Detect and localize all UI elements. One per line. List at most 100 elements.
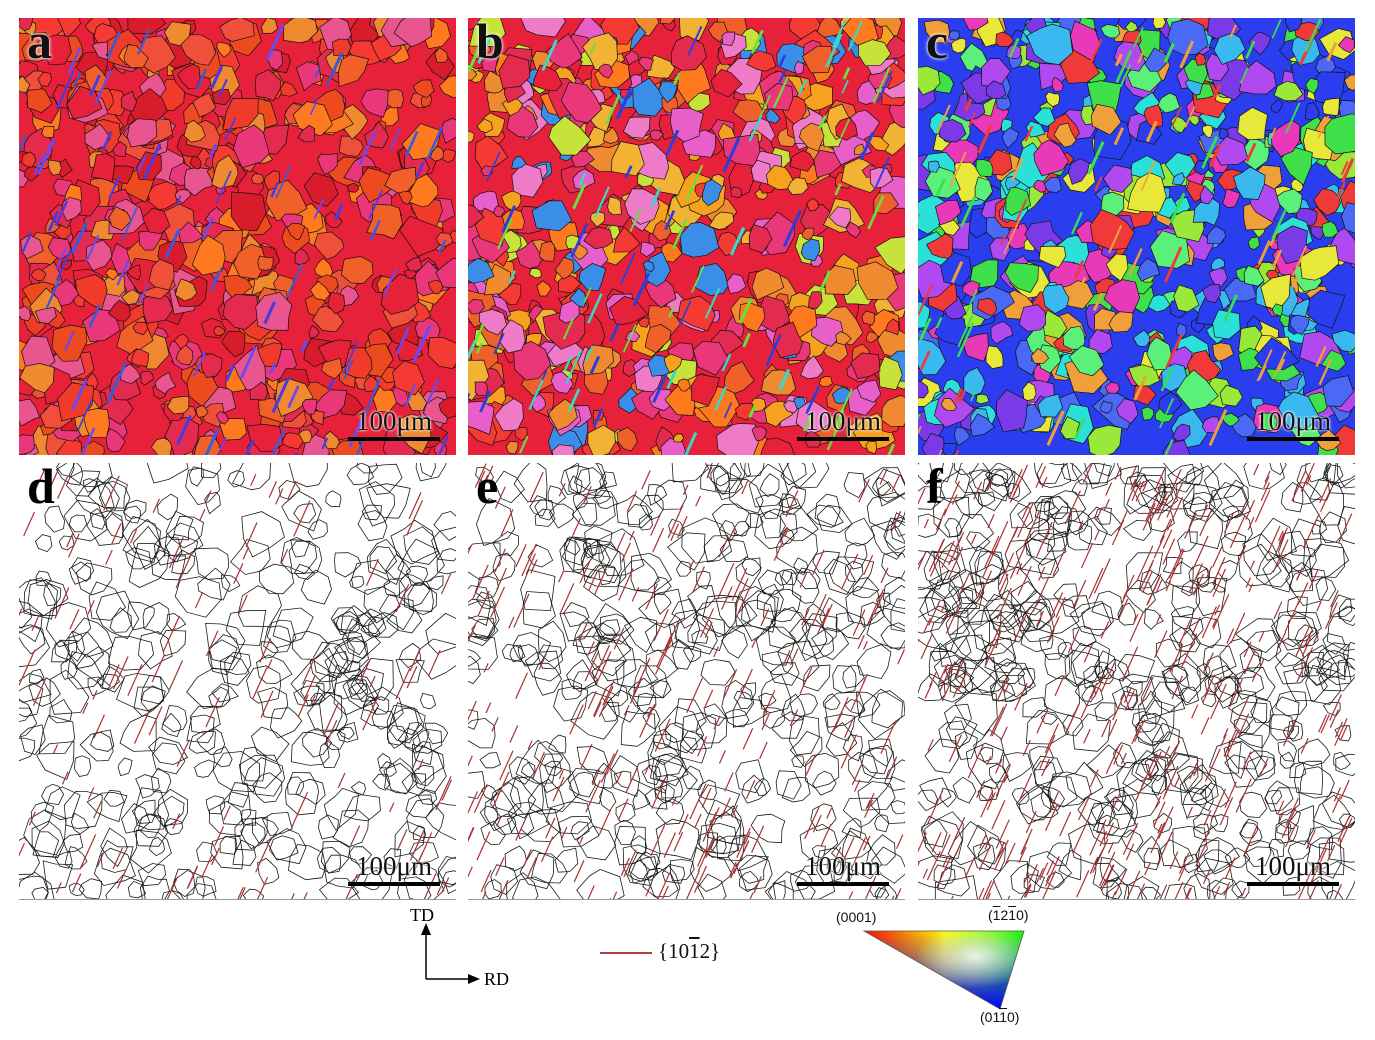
- ipf-grain: [499, 319, 526, 354]
- ipf-grain: [246, 424, 284, 453]
- twin-boundary: [1304, 630, 1313, 646]
- twin-boundary: [1122, 822, 1139, 856]
- grain-boundary: [412, 743, 445, 785]
- ipf-grain: [816, 18, 844, 38]
- grain-boundary: [1015, 538, 1056, 576]
- grain-boundary: [769, 662, 800, 686]
- twin-boundary: [701, 787, 712, 808]
- grain-boundary: [826, 858, 842, 874]
- twin-boundary: [939, 834, 951, 859]
- grain-boundary: [1207, 879, 1229, 900]
- twin-boundary: [613, 627, 625, 650]
- ipf-grain: [191, 234, 226, 276]
- grain-boundary: [151, 549, 187, 581]
- grain-boundary: [281, 490, 322, 532]
- twin-boundary: [560, 826, 568, 840]
- grain-boundary: [958, 601, 985, 625]
- twin-boundary: [995, 819, 1010, 849]
- twin-boundary: [1039, 734, 1056, 769]
- grain-boundary: [1137, 699, 1175, 743]
- grain-boundary: [1092, 796, 1138, 838]
- ipf-twin-lamella: [615, 87, 633, 120]
- twin-boundary: [688, 559, 695, 571]
- grain-boundary: [1123, 474, 1159, 515]
- grain-boundary: [1113, 742, 1137, 769]
- grain-boundary: [266, 619, 297, 649]
- twin-boundary: [957, 571, 971, 600]
- grain-boundary: [290, 539, 311, 558]
- twin-boundary: [1135, 493, 1141, 502]
- twin-boundary: [593, 568, 607, 596]
- ipf-grain: [211, 154, 239, 189]
- grain-boundary: [330, 607, 361, 631]
- grain-boundary: [219, 835, 238, 855]
- twin-boundary: [473, 784, 488, 814]
- grain-boundary: [468, 633, 498, 670]
- grain-boundary: [884, 759, 905, 791]
- grain-boundary: [567, 768, 607, 805]
- twin-boundary: [996, 841, 1005, 859]
- ipf-twin-lamella: [136, 29, 151, 55]
- ipf-grain: [230, 191, 267, 232]
- grain-boundary: [346, 677, 368, 695]
- ipf-grain: [813, 149, 842, 179]
- grain-boundary: [1117, 602, 1136, 626]
- ipf-twin-lamella: [589, 355, 601, 375]
- ipf-grain: [1144, 47, 1168, 72]
- grain-boundary: [68, 514, 88, 533]
- twin-boundary: [1316, 601, 1322, 612]
- twin-boundary: [979, 834, 987, 849]
- twin-boundary: [406, 499, 424, 536]
- grain-boundary: [639, 850, 661, 871]
- grain-boundary: [1278, 530, 1311, 574]
- grain-boundary: [1172, 826, 1208, 868]
- twin-boundary: [477, 590, 490, 617]
- ipf-grain: [865, 441, 877, 455]
- grain-boundary: [599, 471, 617, 490]
- twin-boundary: [214, 826, 225, 846]
- ipf-grain: [51, 279, 80, 307]
- grain-boundary: [844, 542, 868, 570]
- ipf-twin-lamella: [1258, 364, 1267, 380]
- twin-boundary: [880, 567, 889, 584]
- ipf-grain: [1212, 135, 1249, 166]
- grain-boundary: [687, 614, 726, 651]
- ipf-twin-lamella: [1184, 106, 1196, 128]
- ipf-twin-lamella: [1292, 245, 1308, 277]
- twin-boundary: [817, 608, 830, 634]
- ipf-grain: [520, 18, 567, 38]
- grain-boundary: [1140, 675, 1186, 720]
- twin-boundary: [996, 587, 1012, 620]
- grain-boundary: [954, 657, 998, 696]
- ipf-grain: [590, 211, 605, 228]
- grain-boundary: [117, 757, 133, 777]
- ipf-grain: [222, 98, 259, 131]
- grain-boundary: [419, 692, 437, 710]
- grain-boundary: [294, 563, 316, 580]
- twin-boundary: [1024, 884, 1032, 898]
- twin-boundary: [396, 829, 408, 852]
- panel-label-d: d: [27, 463, 55, 514]
- grain-boundary: [1270, 614, 1314, 648]
- ipf-grain: [918, 380, 929, 399]
- grain-boundary: [647, 484, 668, 506]
- grain-boundary: [969, 564, 1009, 602]
- ipf-twin-lamella: [389, 128, 401, 151]
- twin-boundary: [862, 835, 871, 851]
- ipf-grain: [154, 371, 177, 395]
- grain-boundary: [346, 629, 367, 656]
- grain-boundary: [1047, 530, 1068, 552]
- grain-boundary: [475, 466, 494, 484]
- twin-boundary: [109, 664, 120, 686]
- ipf-grain: [1146, 336, 1172, 371]
- ipf-twin-lamella: [1208, 409, 1228, 447]
- grain-boundary: [1151, 774, 1167, 794]
- boundary-map-d: [19, 463, 456, 900]
- grain-boundary: [42, 860, 74, 890]
- twin-boundary: [406, 665, 418, 689]
- grain-boundary: [721, 627, 748, 659]
- grain-boundary: [801, 624, 835, 660]
- grain-boundary: [1317, 642, 1350, 679]
- twin-boundary: [1178, 619, 1192, 647]
- grain-boundary: [425, 802, 456, 841]
